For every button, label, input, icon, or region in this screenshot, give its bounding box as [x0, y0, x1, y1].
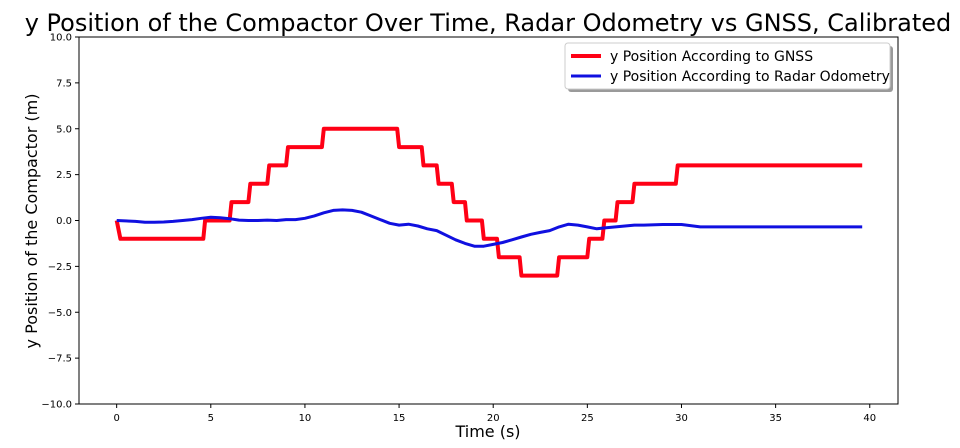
y-tick-label: −10.0	[41, 400, 72, 411]
legend: y Position According to GNSS y Position …	[564, 42, 893, 92]
legend-label-radar: y Position According to Radar Odometry	[610, 69, 890, 85]
series-line-gnss	[114, 126, 863, 278]
x-tick-label: 15	[393, 413, 406, 424]
y-tick-label: −7.5	[48, 354, 72, 365]
y-tick-label: 10.0	[50, 33, 72, 44]
x-tick-label: 40	[863, 413, 876, 424]
plot-frame	[78, 36, 899, 405]
legend-box	[564, 42, 891, 90]
y-tick-label: 5.0	[56, 124, 72, 135]
legend-label-gnss: y Position According to GNSS	[610, 49, 813, 65]
series-layer	[114, 126, 863, 278]
x-axis-ticks: 0 5 10 15 20 25 30 35 40	[113, 404, 876, 424]
x-tick-label: 5	[208, 413, 214, 424]
y-axis-label: y Position of the Compactor (m)	[22, 94, 41, 349]
series-line-radar-odometry	[116, 208, 863, 248]
y-tick-label: 0.0	[56, 216, 72, 227]
y-axis-ticks: −10.0 −7.5 −5.0 −2.5 0.0 2.5 5.0 7.5 10.0	[41, 33, 79, 411]
x-tick-label: 10	[299, 413, 312, 424]
y-tick-label: −5.0	[48, 308, 72, 319]
y-tick-label: −2.5	[48, 262, 72, 273]
y-tick-label: 7.5	[56, 78, 72, 89]
x-tick-label: 25	[581, 413, 594, 424]
x-tick-label: 30	[675, 413, 688, 424]
chart-title: y Position of the Compactor Over Time, R…	[25, 9, 952, 37]
y-tick-label: 2.5	[56, 170, 72, 181]
x-tick-label: 0	[113, 413, 119, 424]
x-tick-label: 20	[487, 413, 500, 424]
x-tick-label: 35	[769, 413, 782, 424]
x-axis-label: Time (s)	[454, 422, 520, 441]
